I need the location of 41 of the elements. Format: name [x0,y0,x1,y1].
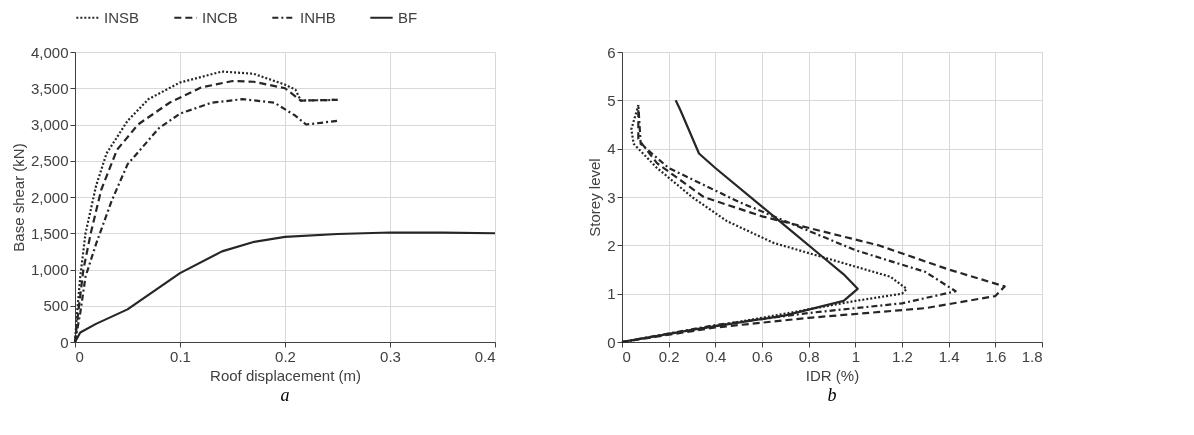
x-tick-label: 1 [851,347,861,365]
x-tick-label: 1.2 [892,347,913,365]
x-tick-label: 0.2 [275,347,296,365]
text: b [827,385,837,405]
x-axis-title: IDR (%) [805,366,860,384]
text: a [280,385,290,405]
y-tick-label: 0 [60,333,69,351]
y-tick-label: 500 [43,297,69,315]
x-tick-label: 0.4 [474,347,496,365]
y-tick-label: 3,500 [30,79,69,97]
y-axis-title: Base shear (kN) [9,143,27,252]
y-tick-label: 4 [607,140,616,158]
y-tick-label: 1,500 [30,224,69,242]
y-tick-label: 1,000 [30,261,69,278]
legend-label: BF [398,8,418,26]
y-tick-label: 3,000 [30,116,69,133]
y-tick-label: 5 [607,91,616,109]
x-tick-label: 1.8 [1021,347,1043,365]
legend-label: INCB [202,8,238,26]
x-tick-label: 0.4 [705,347,727,365]
x-tick-label: 1.6 [985,347,1007,365]
x-tick-label: 0.8 [798,347,820,365]
x-axis-title: Roof displacement (m) [210,366,361,384]
y-tick-label: 2 [607,236,616,254]
y-axis-title: Storey level [586,158,604,237]
y-tick-label: 2,000 [30,188,69,206]
y-tick-label: 1 [607,285,616,303]
y-tick-label: 2,500 [30,152,69,170]
x-tick-label: 0.2 [658,347,680,365]
x-tick-label: 1.4 [938,347,960,365]
legend-label: INSB [104,8,140,26]
x-tick-label: 0.6 [752,347,773,365]
x-tick-label: 0 [75,347,84,365]
x-tick-label: 0.3 [380,347,401,365]
legend-label: INHB [300,8,336,26]
y-tick-label: 6 [607,43,616,61]
y-tick-label: 3 [607,188,616,206]
x-tick-label: 0.1 [170,347,191,365]
x-tick-label: 0 [622,347,631,365]
y-tick-label: 0 [607,333,616,351]
y-tick-label: 4,000 [30,43,69,61]
